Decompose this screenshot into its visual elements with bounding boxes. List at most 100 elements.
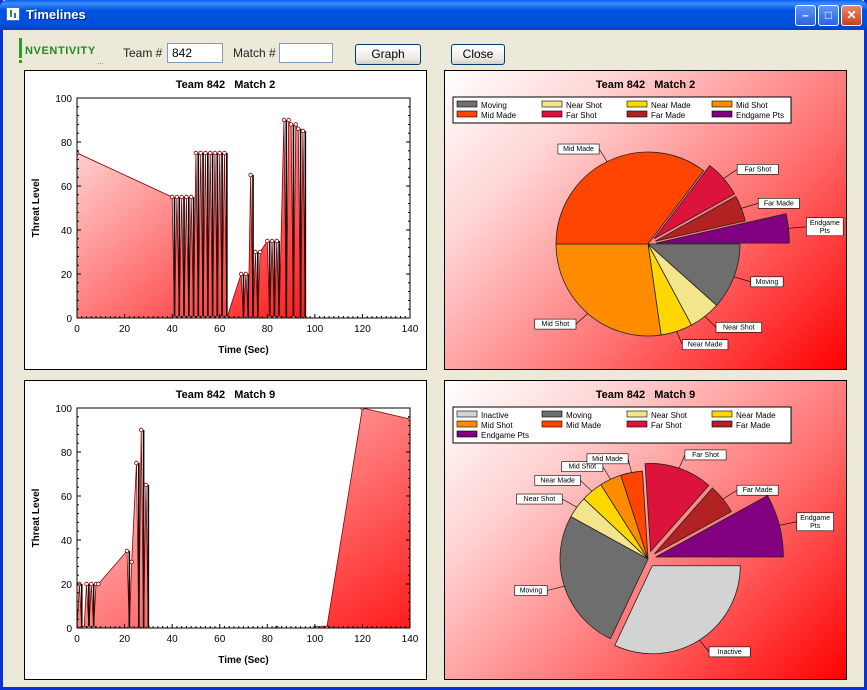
title-bar[interactable]: Timelines – □ ✕ [0,0,867,30]
legend-label: Endgame Pts [481,431,529,440]
legend-swatch [456,110,478,118]
slice-label-box [514,585,548,596]
timeline-panel-2: Team 842 Match 9 0 20 40 60 80 100 120 140 0 20 40… [24,380,427,680]
team-label: Team # [123,46,163,60]
legend-swatch [456,410,478,418]
data-point [169,194,175,200]
slice-label: Far Made [764,200,794,207]
slice-label-box [708,646,751,658]
data-point [198,150,203,156]
slice-label: Pts [810,523,821,530]
slice-label: Moving [756,279,779,286]
legend-swatch [711,110,733,118]
data-point [274,238,279,244]
slice-label: Far Made [743,487,773,494]
legend-label: Near Made [651,101,691,110]
maximize-icon: □ [824,8,833,22]
slice-label: Mid Shot [542,321,570,328]
data-point [296,126,301,131]
legend-label: Moving [481,101,507,110]
maximize-button[interactable]: □ [818,5,839,26]
x-tick-label: 100 [307,324,324,335]
threat-area-series [77,408,410,628]
x-tick-label: 20 [119,324,131,335]
legend-label: Endgame Pts [736,111,784,120]
slice-label: Mid Made [563,146,594,153]
legend-swatch [541,100,563,108]
slice-label: Near Shot [723,324,755,331]
legend-label: Far Shot [651,421,682,430]
inventivity-logo: NVENTIVITY ... [17,36,113,66]
timeline-chart-2: 0 20 40 60 80 100 120 140 0 20 40 60 80 100 Time (Sec)… [31,404,419,666]
slice-label-box [516,493,563,505]
y-tick-label: 40 [61,536,73,547]
slice-label-box [684,449,727,461]
slice-label: Moving [520,588,543,595]
legend-label: Inactive [481,411,509,420]
graph-button[interactable]: Graph [355,44,421,65]
slice-label-box [534,475,581,486]
data-point [277,633,281,637]
pie-panel-2: Team 842 Match 9 Inactive Moving Near Shot… [444,380,847,680]
y-tick-label: 0 [66,314,72,325]
y-tick-label: 40 [61,226,73,237]
slice-label: Endgame [800,515,830,522]
legend-label: Near Shot [566,101,603,110]
close-window-button[interactable]: ✕ [841,5,862,26]
legend-swatch [711,100,733,108]
slice-label: Near Shot [524,496,556,503]
legend-swatch [626,410,648,418]
threat-area-series [77,118,306,318]
data-point [293,122,299,127]
data-point [96,581,101,587]
pie-chart-1: Moving Near Shot Near Made Mid Shot Mid Made… [452,96,844,351]
data-point [265,238,270,244]
close-button[interactable]: Close [451,44,505,65]
slice-label-box [796,512,834,532]
slice-label: Inactive [718,649,742,656]
data-point [238,271,244,277]
legend-swatch [626,110,648,118]
slice-label: Endgame [810,220,840,227]
data-point [139,427,144,433]
legend-label: Far Made [736,421,771,430]
data-point [207,150,213,156]
data-point [222,150,227,156]
legend-box [452,96,792,124]
x-axis-label: Time (Sec) [218,345,268,356]
data-point [203,150,208,156]
x-tick-label: 120 [354,324,371,335]
pie-slice [555,151,705,245]
y-tick-label: 100 [55,404,72,415]
x-tick-label: 40 [167,634,179,645]
legend-label: Mid Made [481,111,517,120]
data-point [129,559,134,565]
slice-label: Mid Made [592,456,623,463]
x-tick-label: 120 [354,634,371,645]
legend-swatch [456,430,478,438]
legend-box [452,406,792,444]
match-number-input[interactable] [279,43,333,63]
x-axis-label: Time (Sec) [218,655,268,666]
legend-label: Mid Made [566,421,602,430]
slice-label: Pts [820,228,831,235]
x-tick-label: 80 [262,324,274,335]
slice-label-box [757,198,800,209]
data-point [288,122,294,127]
data-point [188,194,194,200]
legend-label: Mid Shot [736,101,768,110]
x-tick-label: 80 [262,634,274,645]
legend-swatch [711,410,733,418]
slice-label: Far Shot [692,452,719,459]
x-tick-label: 140 [402,324,419,335]
slice-label: Near Made [688,342,723,349]
pie-slice [653,487,732,555]
legend-label: Far Shot [566,111,597,120]
data-point [212,150,218,156]
logo-text: NVENTIVITY [25,45,96,57]
legend-swatch [626,100,648,108]
slice-label: Mid Shot [568,464,596,471]
team-number-input[interactable] [167,43,223,63]
minimize-button[interactable]: – [795,5,816,26]
